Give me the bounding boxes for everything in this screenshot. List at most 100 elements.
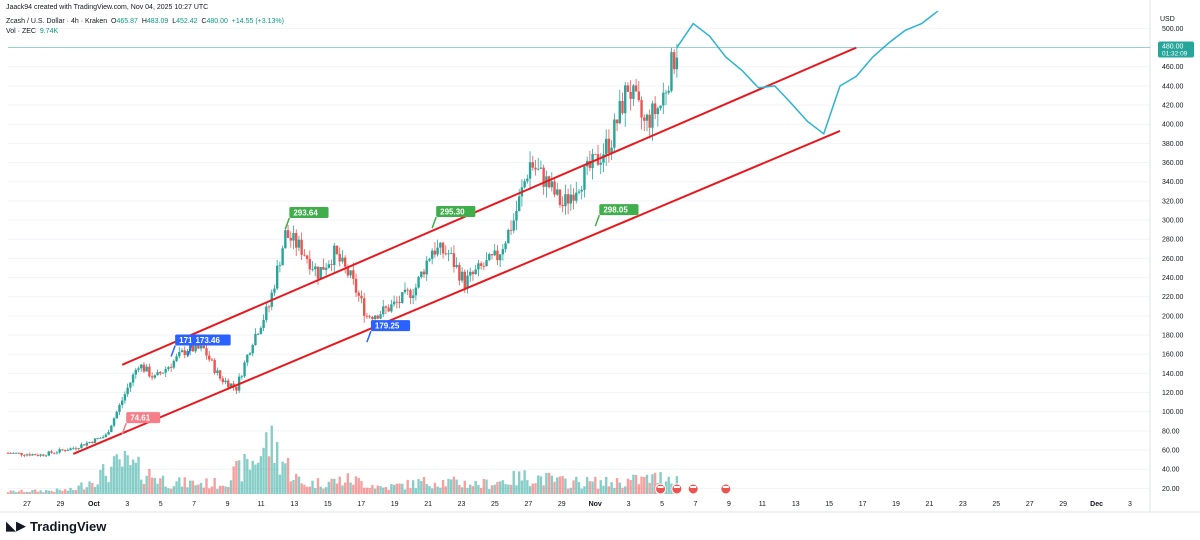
candle-body [88,441,91,443]
event-flag-stripe [690,486,697,488]
time-tick-label: 27 [524,501,532,508]
candle-body [634,85,638,92]
annotation-label: 293.64 [293,209,318,218]
volume-bar [295,473,298,494]
volume-bar [659,472,662,494]
volume-bar [349,482,352,494]
volume-bar [224,486,227,494]
price-tick-label: 240.00 [1162,275,1184,282]
volume-bars [6,425,679,494]
candle-body [433,250,437,255]
candle-body [507,229,510,244]
volume-bar [398,483,401,494]
candle-body [509,229,513,231]
volume-bar [232,466,235,494]
candle-body [265,306,268,320]
volume-bar [645,474,649,494]
candle-body [441,242,445,254]
brand-name: TradingView [30,518,107,534]
volume-bar [273,462,276,494]
volume-bar [39,490,42,494]
volume-bar [278,474,282,494]
candle-body [566,194,570,204]
volume-bar [360,481,363,494]
candle-body [343,257,347,267]
annotation-label: 295.30 [440,208,465,217]
volume-bar [53,491,56,494]
volume-bar [558,476,562,494]
volume-bar [539,476,543,494]
time-tick-label: 23 [959,501,967,508]
volume-bar [466,487,469,494]
candle-body [406,289,409,291]
volume-bar [352,484,355,494]
candle-body [169,367,173,368]
candle-body [101,436,105,438]
volume-bar [433,482,437,494]
candle-body [210,359,214,361]
candle-body [172,360,176,368]
candle-body [286,230,290,238]
volume-bar [17,491,21,494]
symbol-title[interactable]: Zcash / U.S. Dollar · 4h · Kraken [6,18,108,25]
price-tick-label: 340.00 [1162,179,1184,186]
candle-body [202,345,205,349]
volume-bar [229,480,233,494]
candle-body [599,162,602,165]
candle-body [324,267,328,270]
annotation-box [126,412,161,424]
volume-bar [624,486,627,494]
candle-body [322,267,325,270]
volume-bar [572,480,575,494]
last-price-value: 480.00 [1162,44,1184,51]
candle-body [297,239,301,248]
price-axis: 20.00 40.00 60.00 80.00 100.00 120.00 140.00 16… [8,0,1194,512]
event-flag-icon [671,483,683,495]
grid [8,27,1150,489]
candle-body [417,277,420,288]
time-tick-label: 17 [357,501,365,508]
time-tick-label: 15 [324,501,332,508]
candle-body [17,452,21,454]
time-tick-label: 13 [290,501,298,508]
volume-bar [585,477,589,494]
candle-body [240,376,244,378]
candle-body [373,315,377,320]
candle-body [161,372,165,374]
brand[interactable]: ◣▶ TradingView [6,518,106,534]
time-tick-label: 21 [926,501,934,508]
volume-bar [42,492,45,494]
time-tick-label: 21 [424,501,432,508]
volume-bar [237,460,241,494]
volume-bar [354,476,358,494]
candle-body [458,265,461,281]
candle-body [58,449,61,453]
candle-body [341,257,344,262]
volume-bar [104,475,108,494]
volume-bar [107,482,110,494]
currency-label[interactable]: USD [1160,16,1175,23]
candle-body [537,168,540,170]
volume-bar [479,487,483,494]
time-tick-label: 3 [125,501,129,508]
volume-bar [365,487,369,494]
candle-body [69,448,72,451]
volume-bar [188,480,192,494]
candle-body [583,166,586,190]
volume-bar [455,479,458,494]
candle-body [262,319,265,329]
candle-body [129,382,132,388]
candle-body [104,434,108,437]
close-value: 480.00 [206,18,228,25]
candle-body [439,242,442,248]
candle-body [629,91,632,99]
volume-bar [648,482,651,494]
volume-bar [281,461,284,494]
volume-bar [66,490,70,494]
candle-body [450,253,453,255]
price-tick-label: 440.00 [1162,83,1184,90]
candle-body [648,114,651,128]
open-value: 465.87 [116,18,138,25]
volume-bar [63,489,67,494]
